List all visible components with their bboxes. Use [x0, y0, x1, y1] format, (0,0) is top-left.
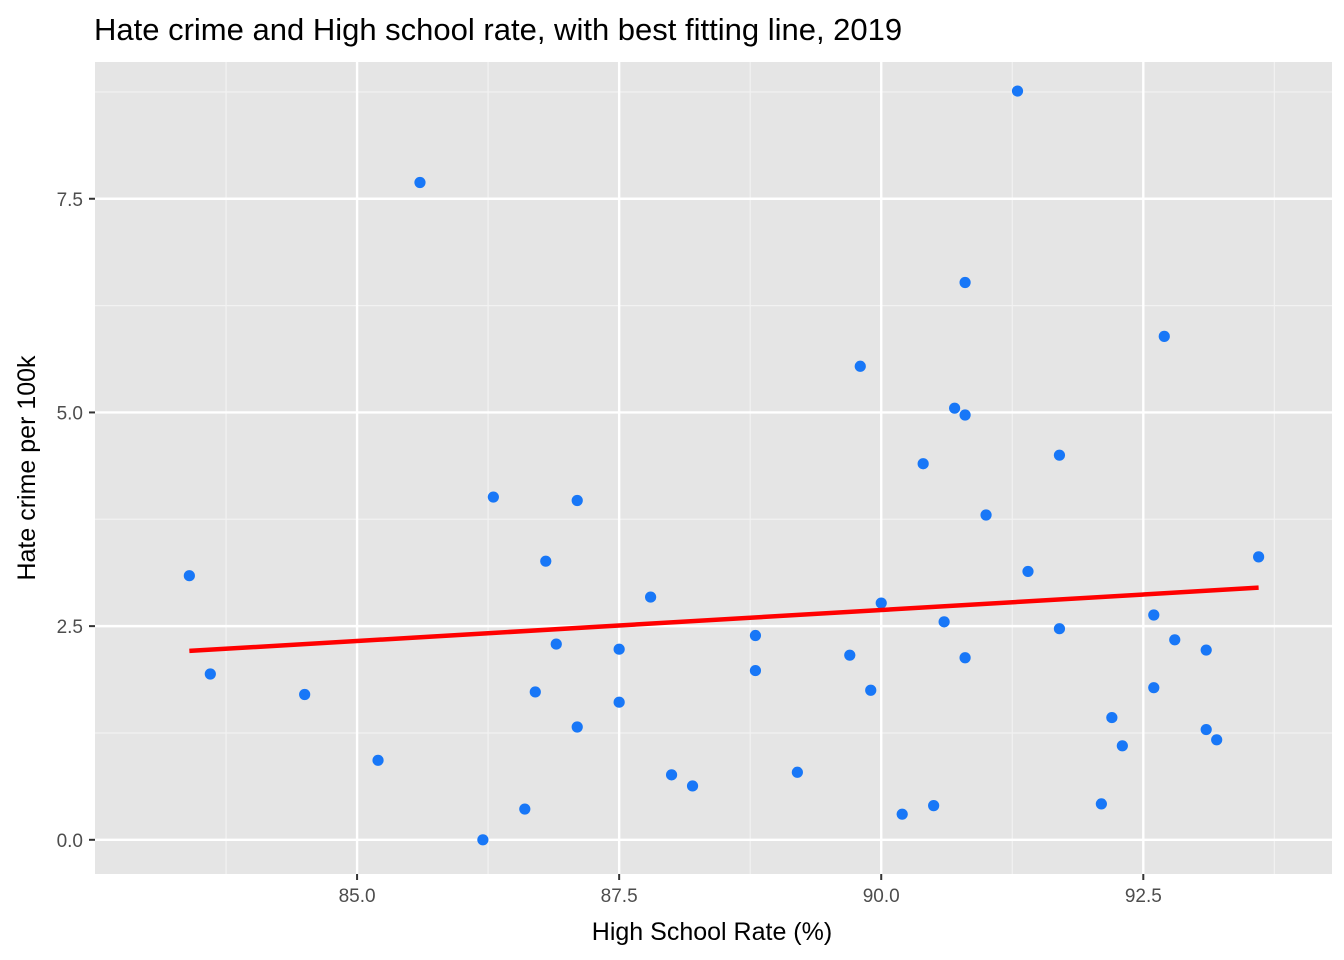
x-tick-label: 87.5 [601, 886, 638, 907]
data-point [665, 769, 678, 781]
data-point [1053, 623, 1066, 635]
data-point [1022, 565, 1034, 578]
y-axis: 0.0 2.5 5.0 7.5 [57, 190, 95, 852]
x-tick-label: 92.5 [1125, 886, 1162, 907]
data-point [1211, 734, 1223, 746]
data-point [1095, 798, 1107, 810]
data-point [791, 766, 803, 778]
data-point [1158, 330, 1170, 342]
data-point [571, 721, 583, 733]
data-point [749, 664, 762, 677]
data-point [550, 638, 562, 650]
data-point [571, 494, 583, 507]
data-point [1253, 551, 1265, 563]
data-point [938, 616, 950, 628]
data-point [487, 491, 499, 503]
y-tick-label: 5.0 [57, 403, 83, 424]
data-point [299, 688, 311, 701]
plot-panel [95, 62, 1332, 874]
x-tick-label: 85.0 [339, 886, 376, 907]
data-point [529, 686, 541, 698]
data-point [896, 808, 908, 820]
data-point [645, 591, 657, 603]
data-point [844, 649, 856, 661]
minor-gridlines [95, 62, 1332, 874]
data-points [183, 85, 1265, 846]
data-point [928, 800, 940, 812]
data-point [477, 834, 489, 846]
data-point [1106, 711, 1118, 724]
data-point [183, 570, 195, 582]
data-point [1116, 740, 1128, 752]
data-point [1200, 723, 1212, 736]
data-point [1011, 85, 1024, 97]
x-tick-label: 90.0 [863, 886, 900, 907]
x-axis: 85.0 87.5 90.0 92.5 [339, 874, 1162, 907]
best-fit-line [189, 585, 1259, 654]
data-point [519, 803, 531, 815]
data-point [959, 409, 971, 421]
data-point [372, 754, 384, 766]
data-point [959, 652, 971, 664]
data-point [875, 597, 887, 609]
major-gridlines [95, 62, 1332, 874]
chart-title: Hate crime and High school rate, with be… [94, 12, 902, 47]
y-tick-label: 2.5 [57, 617, 83, 638]
data-point [1148, 609, 1160, 621]
data-point [959, 276, 971, 289]
y-axis-title: Hate crime per 100k [13, 355, 41, 581]
data-point [613, 696, 625, 708]
data-point [1148, 682, 1160, 694]
data-point [1053, 449, 1066, 461]
data-point [414, 176, 426, 189]
data-point [613, 643, 625, 655]
data-point [204, 668, 216, 680]
data-point [917, 458, 929, 470]
data-point [949, 402, 961, 414]
data-point [749, 629, 762, 642]
x-axis-title: High School Rate (%) [592, 918, 832, 946]
data-point [854, 360, 866, 372]
y-tick-label: 0.0 [57, 831, 83, 852]
data-point [980, 509, 992, 521]
y-tick-label: 7.5 [57, 190, 83, 211]
data-point [865, 684, 877, 696]
data-point [540, 555, 552, 567]
data-point [1200, 644, 1212, 656]
data-point [686, 780, 699, 792]
data-point [1169, 634, 1181, 646]
